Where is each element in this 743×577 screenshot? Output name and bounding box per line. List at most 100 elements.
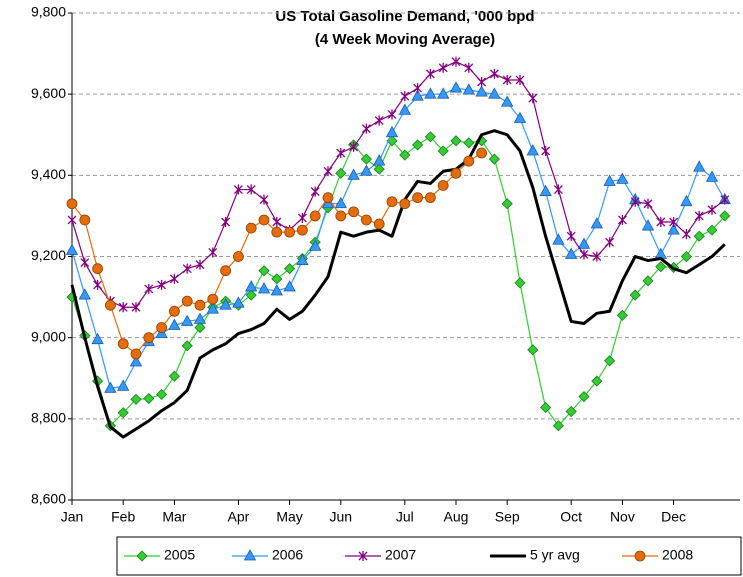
x-tick-label: Feb	[111, 509, 135, 525]
data-point	[552, 233, 565, 245]
data-point	[707, 204, 717, 215]
data-point	[387, 109, 397, 120]
data-point	[156, 322, 168, 333]
data-point	[182, 263, 192, 274]
data-point	[80, 257, 90, 268]
data-point	[284, 226, 296, 238]
data-point	[617, 214, 627, 225]
data-point	[194, 321, 206, 334]
data-point	[207, 293, 219, 305]
data-point	[105, 299, 116, 311]
data-point	[104, 381, 117, 393]
data-point	[399, 198, 411, 210]
data-point	[451, 56, 461, 67]
y-tick-label: 9,200	[31, 247, 66, 263]
data-point	[157, 279, 167, 290]
data-point	[334, 196, 347, 209]
data-point	[591, 375, 603, 387]
data-point	[579, 249, 589, 260]
data-point	[463, 155, 475, 167]
data-point	[565, 405, 577, 418]
data-point	[194, 299, 206, 311]
data-point	[449, 81, 463, 93]
data-point	[565, 247, 578, 259]
data-point	[540, 401, 552, 414]
data-point	[233, 184, 243, 195]
series-line	[71, 136, 726, 427]
data-point	[169, 305, 180, 317]
data-point	[667, 223, 680, 235]
data-point	[400, 91, 410, 102]
legend-label: 2006	[272, 547, 303, 563]
data-point	[489, 68, 499, 79]
legend-marker	[243, 549, 257, 561]
data-point	[195, 259, 205, 270]
data-point	[475, 85, 488, 97]
data-point	[385, 125, 399, 138]
data-point	[117, 407, 129, 419]
data-point	[566, 231, 576, 242]
data-point	[117, 338, 129, 350]
data-point	[425, 68, 435, 79]
data-point	[616, 309, 628, 321]
data-point	[233, 251, 244, 262]
x-tick-label: Jan	[61, 509, 84, 525]
data-point	[488, 153, 500, 165]
data-point	[130, 348, 142, 360]
data-point	[284, 263, 296, 275]
data-point	[283, 280, 296, 292]
data-point	[603, 174, 616, 186]
data-point	[323, 166, 333, 177]
data-point	[438, 62, 448, 73]
data-point	[642, 275, 654, 287]
data-point	[477, 76, 487, 87]
data-point	[693, 160, 706, 172]
data-point	[156, 388, 168, 401]
data-point	[93, 279, 103, 290]
data-point	[271, 226, 283, 238]
data-point	[515, 74, 525, 85]
series-line	[71, 87, 726, 389]
y-tick-label: 8,600	[31, 491, 66, 507]
data-point	[67, 214, 77, 225]
data-point	[259, 194, 269, 205]
data-point	[577, 237, 591, 249]
data-point	[220, 265, 232, 277]
data-point	[181, 314, 194, 326]
data-point	[144, 283, 154, 294]
data-point	[719, 210, 731, 222]
data-point	[669, 217, 679, 228]
legend-marker	[358, 551, 368, 561]
data-point	[413, 83, 423, 94]
data-point	[643, 198, 653, 209]
data-point	[424, 131, 436, 143]
data-point	[118, 302, 128, 313]
data-point	[78, 288, 91, 300]
series-line	[70, 129, 726, 439]
y-tick-label: 9,600	[31, 85, 66, 101]
data-point	[257, 282, 271, 294]
data-point	[424, 87, 437, 99]
data-point	[553, 184, 563, 195]
data-point	[208, 247, 218, 258]
data-point	[513, 111, 527, 123]
data-point	[476, 147, 488, 159]
data-point	[373, 218, 385, 230]
data-point	[541, 145, 551, 156]
data-point	[604, 355, 616, 367]
legend-label: 2005	[164, 547, 195, 563]
data-point	[374, 115, 384, 126]
data-point	[539, 184, 552, 196]
data-point	[322, 192, 334, 203]
data-point	[221, 217, 231, 228]
data-point	[297, 224, 308, 236]
data-point	[720, 194, 730, 205]
data-point	[488, 87, 501, 99]
data-point	[450, 167, 462, 179]
data-point	[181, 295, 193, 307]
data-point	[258, 265, 270, 277]
data-point	[463, 137, 475, 149]
data-point	[361, 123, 371, 134]
legend-label: 5 yr avg	[530, 547, 580, 563]
y-tick-label: 9,000	[31, 328, 66, 344]
